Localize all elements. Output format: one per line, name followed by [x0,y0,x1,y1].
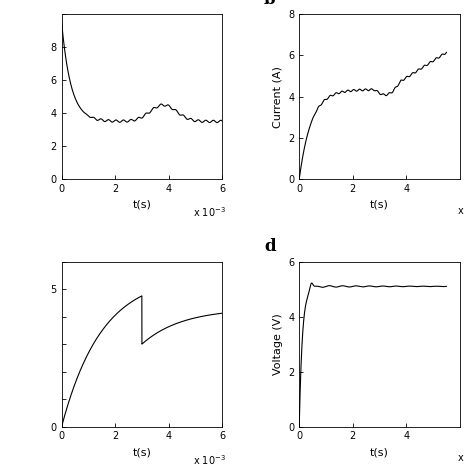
Y-axis label: Current (A): Current (A) [273,66,283,128]
Text: x: x [457,206,463,216]
X-axis label: t(s): t(s) [370,447,389,457]
Text: x 10$^{-3}$: x 10$^{-3}$ [192,206,225,219]
Text: x 10$^{-3}$: x 10$^{-3}$ [192,453,225,467]
Y-axis label: Voltage (V): Voltage (V) [273,313,283,375]
X-axis label: t(s): t(s) [132,447,151,457]
X-axis label: t(s): t(s) [370,200,389,210]
Text: d: d [264,238,275,255]
Text: b: b [264,0,275,8]
Text: x: x [457,453,463,463]
X-axis label: t(s): t(s) [132,200,151,210]
